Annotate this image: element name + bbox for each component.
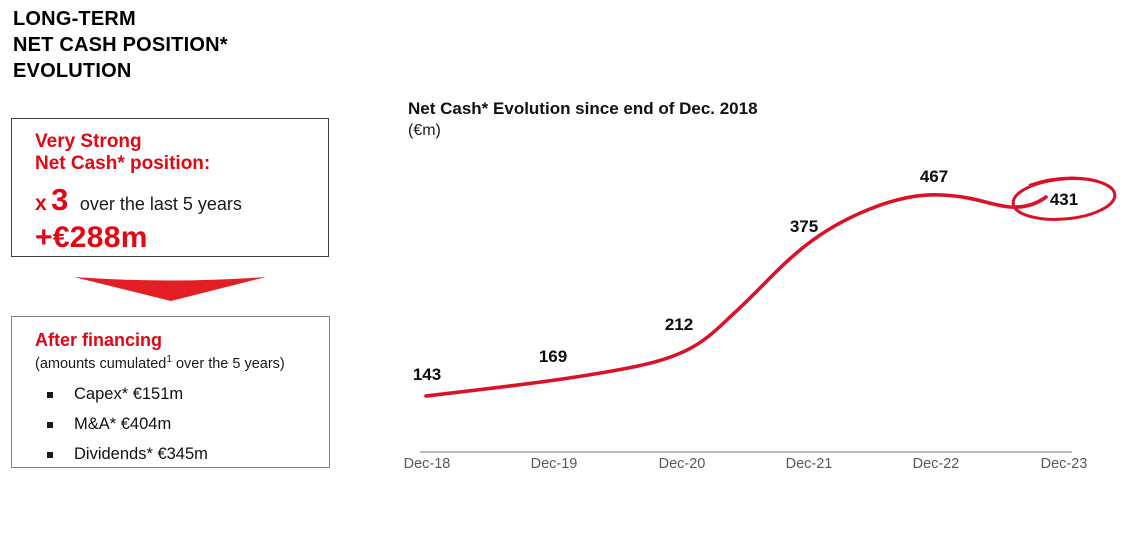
- x-tick-dec18: Dec-18: [403, 456, 451, 472]
- net-cash-summary-box: Very Strong Net Cash* position: x 3 over…: [11, 118, 329, 257]
- point-label-dec23-circled: 431: [1049, 190, 1079, 209]
- page-title: LONG-TERM NET CASH POSITION* EVOLUTION: [13, 6, 228, 84]
- point-label-dec20: 212: [664, 315, 694, 334]
- list-item: Dividends* €345m: [35, 445, 321, 465]
- point-label-dec22: 467: [919, 167, 949, 186]
- x-tick-dec19: Dec-19: [530, 456, 578, 472]
- net-cash-chart: Net Cash* Evolution since end of Dec. 20…: [390, 95, 1145, 495]
- financing-subtitle: (amounts cumulated1 over the 5 years): [35, 351, 321, 373]
- x-tick-dec22: Dec-22: [912, 456, 960, 472]
- list-item-label: M&A* €404m: [74, 415, 172, 434]
- down-arrow-icon: [72, 274, 268, 304]
- point-label-dec19: 169: [538, 347, 568, 366]
- list-item-label: Capex* €151m: [74, 385, 184, 404]
- multiplier-suffix: over the last 5 years: [79, 194, 242, 214]
- point-label-dec21: 375: [789, 217, 819, 236]
- down-arrow-shape: [74, 277, 266, 301]
- page-title-line-2: NET CASH POSITION*: [13, 34, 228, 56]
- x-tick-dec23: Dec-23: [1040, 456, 1088, 472]
- chart-title: Net Cash* Evolution since end of Dec. 20…: [408, 99, 758, 118]
- after-financing-box: After financing (amounts cumulated1 over…: [11, 316, 330, 468]
- multiplier-value: 3: [51, 182, 69, 217]
- bullet-square-icon: [47, 391, 53, 398]
- x-tick-dec21: Dec-21: [785, 456, 833, 472]
- list-item: M&A* €404m: [35, 415, 321, 435]
- point-label-dec18: 143: [412, 365, 442, 384]
- bullet-square-icon: [47, 421, 53, 428]
- chart-unit: (€m): [408, 122, 441, 139]
- highlight-circle-annotation: [1011, 176, 1117, 221]
- multiplier-prefix: x: [35, 192, 47, 215]
- footnote-marker: 1: [166, 354, 172, 365]
- net-cash-delta: +€288m: [35, 221, 148, 254]
- page-title-line-1: LONG-TERM: [13, 8, 136, 30]
- net-cash-line: [424, 193, 1048, 398]
- list-item-label: Dividends* €345m: [74, 445, 208, 464]
- financing-subtitle-pre: (amounts cumulated: [35, 355, 167, 372]
- multiplier-row: x 3 over the last 5 years: [35, 182, 318, 218]
- page-title-line-3: EVOLUTION: [13, 60, 132, 82]
- summary-heading-line-2: Net Cash* position:: [35, 153, 211, 174]
- summary-heading-line-1: Very Strong: [35, 131, 142, 152]
- list-item: Capex* €151m: [35, 385, 321, 405]
- bullet-square-icon: [47, 451, 53, 458]
- summary-heading: Very Strong Net Cash* position:: [35, 131, 318, 175]
- financing-subtitle-post: over the 5 years): [171, 355, 285, 372]
- x-tick-dec20: Dec-20: [658, 456, 706, 472]
- financing-list: Capex* €151m M&A* €404m Dividends* €345m: [35, 385, 321, 465]
- financing-heading: After financing: [35, 330, 163, 350]
- chart-canvas: [420, 176, 1117, 453]
